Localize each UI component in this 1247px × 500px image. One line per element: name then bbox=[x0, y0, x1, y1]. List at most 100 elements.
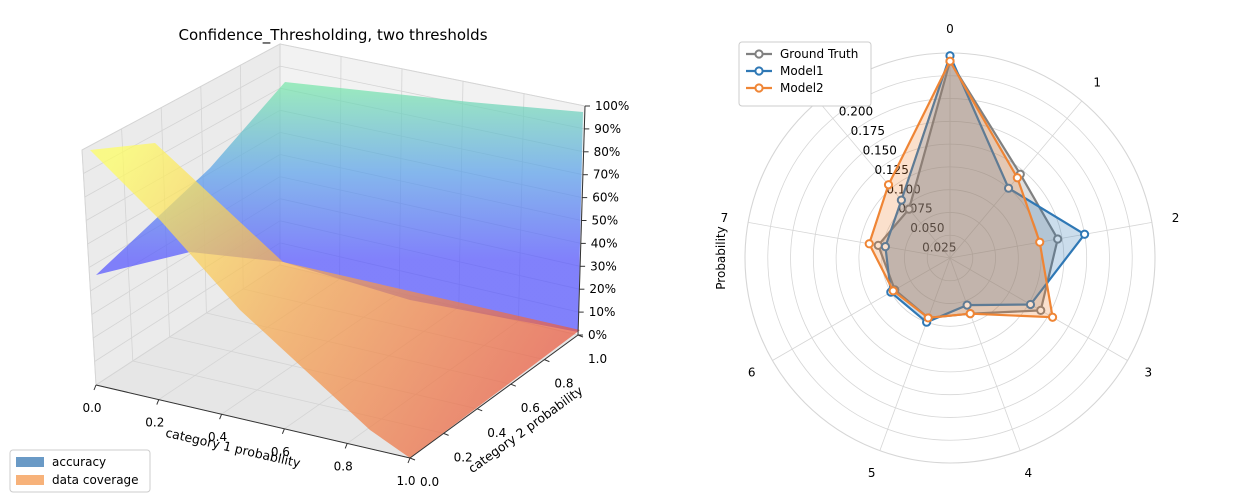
legend-label-accuracy: accuracy bbox=[52, 455, 106, 469]
z-tick-label: 50% bbox=[592, 214, 619, 228]
radial-tick-label: 0.100 bbox=[886, 182, 920, 196]
y-tick-label: 0.0 bbox=[420, 475, 439, 489]
radar-line-model1 bbox=[884, 52, 1087, 324]
legend-label-data-coverage: data coverage bbox=[52, 473, 139, 487]
radar-point-model2 bbox=[1035, 237, 1045, 247]
radar-line-model2 bbox=[868, 58, 1054, 320]
radar-point-model2 bbox=[923, 313, 933, 323]
y-tick bbox=[477, 408, 483, 412]
category-label: 7 bbox=[721, 211, 729, 225]
x-tick bbox=[407, 457, 411, 464]
radar-spoke bbox=[748, 222, 951, 259]
accuracy-surface bbox=[96, 82, 583, 332]
x-axis-line bbox=[95, 384, 411, 459]
legend-swatch-data-coverage bbox=[16, 475, 44, 485]
radar-area-model1 bbox=[885, 55, 1085, 323]
x-tick bbox=[219, 414, 223, 420]
radar-series bbox=[864, 51, 1090, 327]
category-label: 0 bbox=[946, 22, 954, 36]
radar-point-model2 bbox=[888, 286, 898, 296]
y-tick-label: 0.6 bbox=[521, 401, 540, 415]
radar-point-model1 bbox=[962, 300, 972, 310]
radar-legend: Ground Truth Model1 Model2 bbox=[738, 41, 872, 107]
category-label: 5 bbox=[868, 466, 876, 480]
chart-title: Confidence_Thresholding, two thresholds bbox=[178, 26, 487, 45]
z-tick-label: 10% bbox=[589, 305, 616, 319]
radar-point-model2 bbox=[1012, 173, 1022, 183]
x-tick-label: 0.0 bbox=[82, 401, 101, 415]
y-tick-label: 0.8 bbox=[554, 377, 573, 391]
z-tick-label: 60% bbox=[592, 191, 619, 205]
z-tick-label: 90% bbox=[594, 122, 621, 136]
radar-spoke bbox=[949, 257, 1021, 451]
radial-tick-label: 0.125 bbox=[874, 163, 908, 177]
radar-point-ground-truth bbox=[1053, 234, 1063, 244]
x-tick-label: 0.8 bbox=[334, 459, 353, 473]
legend-marker-model1 bbox=[754, 66, 764, 76]
z-tick-label: 80% bbox=[594, 145, 621, 159]
x-tick bbox=[281, 428, 285, 434]
radar-spoke bbox=[949, 222, 1152, 259]
z-tick-label: 30% bbox=[590, 259, 617, 273]
grid-line bbox=[81, 43, 281, 151]
category-label: 3 bbox=[1144, 366, 1152, 380]
radar-spokes bbox=[748, 53, 1152, 451]
radar-point-model1 bbox=[896, 195, 906, 205]
category-label: 1 bbox=[1093, 76, 1101, 90]
radar-point-model2 bbox=[945, 56, 955, 66]
radial-tick-label: 0.175 bbox=[851, 124, 885, 138]
radar-point-ground-truth bbox=[1036, 305, 1046, 315]
radar-point-ground-truth bbox=[904, 204, 914, 214]
surface-chart: Confidence_Thresholding, two thresholds … bbox=[9, 26, 629, 493]
x-tick bbox=[344, 443, 348, 449]
y-tick bbox=[544, 359, 550, 363]
radar-point-model1 bbox=[1025, 299, 1036, 310]
legend-label-model2: Model2 bbox=[780, 81, 824, 95]
radial-tick-label: 0.150 bbox=[863, 143, 897, 157]
x-tick bbox=[93, 384, 97, 391]
z-tick-label: 70% bbox=[593, 168, 620, 182]
radar-spoke bbox=[879, 257, 951, 451]
radial-tick-label: 0.025 bbox=[922, 241, 956, 255]
radar-chart: 0.0250.0500.0750.1000.1250.1500.1750.200… bbox=[714, 22, 1179, 480]
radar-point-model2 bbox=[883, 180, 894, 190]
x-tick-label: 0.2 bbox=[145, 416, 164, 430]
radar-point-model1 bbox=[1003, 183, 1014, 193]
z-tick-label: 40% bbox=[591, 236, 618, 250]
grid-line bbox=[84, 87, 281, 198]
radial-tick-label: 0.050 bbox=[910, 221, 944, 235]
radar-point-model1 bbox=[880, 242, 890, 252]
z-tick-label: 20% bbox=[589, 282, 616, 296]
radial-axis-label: Probability bbox=[714, 226, 728, 289]
grid-line bbox=[279, 43, 586, 107]
radar-point-model2 bbox=[965, 309, 975, 319]
y-tick bbox=[510, 383, 516, 387]
x-tick-label: 0.6 bbox=[271, 445, 290, 459]
radar-area-model2 bbox=[869, 61, 1053, 318]
z-tick-label: 0% bbox=[588, 328, 607, 342]
z-tick-label: 100% bbox=[595, 99, 629, 113]
legend-frame bbox=[738, 41, 872, 107]
legend-frame bbox=[9, 449, 151, 493]
data-coverage-surface bbox=[90, 143, 580, 458]
category-label: 2 bbox=[1172, 211, 1180, 225]
z-tick-labels: 0% 10% 20% 30% 40% 50% 60% 70% 80% 90% 100% bbox=[578, 99, 629, 342]
y-tick bbox=[409, 457, 416, 461]
y-tick bbox=[443, 432, 449, 436]
category-label: 4 bbox=[1025, 466, 1033, 480]
radar-point-model2 bbox=[864, 239, 874, 249]
radar-spoke bbox=[817, 100, 951, 259]
x-tick-label: 0.4 bbox=[208, 430, 227, 444]
x-tick-label: 1.0 bbox=[396, 474, 415, 488]
radar-point-model2 bbox=[1047, 312, 1058, 322]
surface-legend: accuracy data coverage bbox=[9, 449, 151, 493]
radar-point-model1 bbox=[1079, 229, 1090, 239]
legend-marker-model2 bbox=[754, 83, 764, 93]
legend-label-ground-truth: Ground Truth bbox=[780, 47, 858, 61]
legend-marker-ground-truth bbox=[754, 49, 764, 59]
y-tick-label: 0.4 bbox=[487, 426, 506, 440]
x-tick bbox=[156, 399, 160, 405]
y-axis-line bbox=[409, 334, 579, 459]
radar-spoke bbox=[772, 257, 951, 361]
